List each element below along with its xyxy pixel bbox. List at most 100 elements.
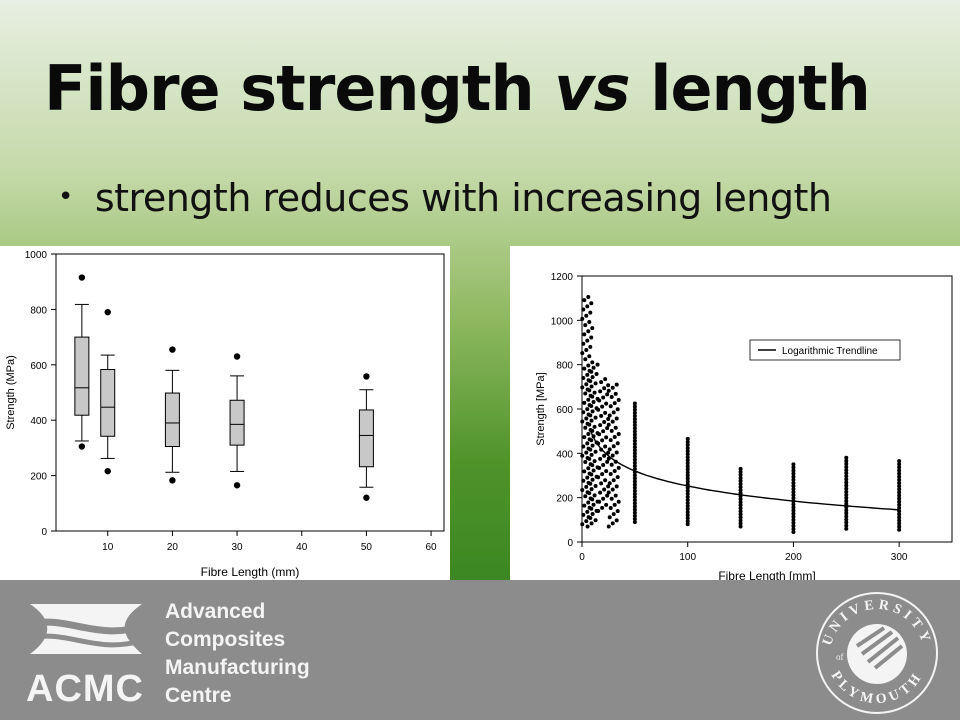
- data-point: [844, 520, 849, 525]
- bullet-text: strength reduces with increasing length: [94, 176, 832, 220]
- data-point: [609, 462, 614, 467]
- data-point: [897, 484, 902, 489]
- data-point: [632, 520, 637, 525]
- data-point: [791, 493, 796, 498]
- data-point: [610, 419, 615, 424]
- legend-label: Logarithmic Trendline: [782, 346, 878, 357]
- data-point: [587, 505, 592, 510]
- acmc-logo-icon: [24, 604, 146, 654]
- y-tick-label: 600: [556, 405, 573, 416]
- outlier-point: [169, 477, 176, 484]
- data-point: [606, 490, 611, 495]
- data-point: [586, 432, 591, 437]
- data-point: [613, 493, 618, 498]
- data-point: [585, 372, 590, 377]
- data-point: [588, 344, 593, 349]
- seal-stripes: [855, 626, 904, 670]
- trendline: [589, 430, 900, 511]
- data-point: [583, 357, 588, 362]
- data-point: [897, 471, 902, 476]
- data-point: [632, 410, 637, 415]
- data-point: [632, 479, 637, 484]
- data-point: [593, 381, 598, 386]
- data-point: [585, 387, 590, 392]
- box: [100, 369, 116, 437]
- data-point: [596, 475, 601, 480]
- data-point: [605, 459, 610, 464]
- data-point: [593, 484, 598, 489]
- data-point: [591, 365, 596, 370]
- data-point: [791, 505, 796, 510]
- data-point: [632, 498, 637, 503]
- y-tick-label: 600: [30, 361, 47, 372]
- data-point: [608, 472, 613, 477]
- data-point: [606, 484, 611, 489]
- data-point: [581, 410, 586, 415]
- data-point: [580, 419, 585, 424]
- data-point: [586, 446, 591, 451]
- data-point: [791, 530, 796, 535]
- data-point: [897, 527, 902, 532]
- data-point: [586, 397, 591, 402]
- data-point: [583, 494, 588, 499]
- data-point: [604, 435, 609, 440]
- data-point: [612, 401, 617, 406]
- data-point: [594, 372, 599, 377]
- data-point: [600, 472, 605, 477]
- data-point: [587, 471, 592, 476]
- data-point: [604, 469, 609, 474]
- data-point: [685, 452, 690, 457]
- data-point: [588, 428, 593, 433]
- data-point: [614, 518, 619, 523]
- data-point: [791, 502, 796, 507]
- data-point: [685, 516, 690, 521]
- data-point: [632, 426, 637, 431]
- y-tick-label: 1200: [551, 272, 574, 283]
- data-point: [738, 506, 743, 511]
- data-point: [791, 480, 796, 485]
- data-point: [632, 454, 637, 459]
- data-point: [593, 518, 598, 523]
- outlier-point: [363, 494, 370, 501]
- data-point: [612, 435, 617, 440]
- data-point: [590, 409, 595, 414]
- data-point: [605, 426, 610, 431]
- data-point: [586, 500, 591, 505]
- data-point: [598, 423, 603, 428]
- legend-box: [749, 339, 901, 361]
- data-point: [685, 503, 690, 508]
- outlier-point: [104, 308, 111, 316]
- outlier-point: [233, 353, 241, 360]
- data-point: [610, 487, 615, 492]
- y-tick-label: 1000: [25, 250, 48, 261]
- data-point: [791, 511, 796, 516]
- data-point: [844, 455, 849, 460]
- data-point: [586, 480, 591, 485]
- scatter-chart: 0 200 400 600 800 1000 1200 0 100 200 300 Fibre Len…: [535, 272, 953, 583]
- data-point: [588, 393, 593, 398]
- x-tick-label: 200: [785, 552, 802, 563]
- data-point: [590, 375, 595, 380]
- y-tick-label: 800: [556, 361, 573, 372]
- data-point: [605, 392, 610, 397]
- data-point: [589, 384, 594, 389]
- data-point: [592, 493, 597, 498]
- data-point: [791, 520, 796, 525]
- data-point: [592, 390, 597, 395]
- data-point: [604, 401, 609, 406]
- data-point: [615, 441, 620, 446]
- data-point: [582, 366, 587, 371]
- data-point: [738, 466, 743, 471]
- logo-line: Composites: [165, 628, 286, 651]
- data-point: [791, 514, 796, 519]
- data-point: [844, 489, 849, 494]
- x-tick-label: 30: [232, 542, 244, 553]
- data-point: [632, 507, 637, 512]
- data-point: [844, 471, 849, 476]
- data-point: [585, 490, 590, 495]
- data-point: [585, 421, 590, 426]
- data-point: [685, 464, 690, 469]
- data-point: [897, 462, 902, 467]
- data-point: [581, 512, 586, 517]
- data-point: [583, 460, 588, 465]
